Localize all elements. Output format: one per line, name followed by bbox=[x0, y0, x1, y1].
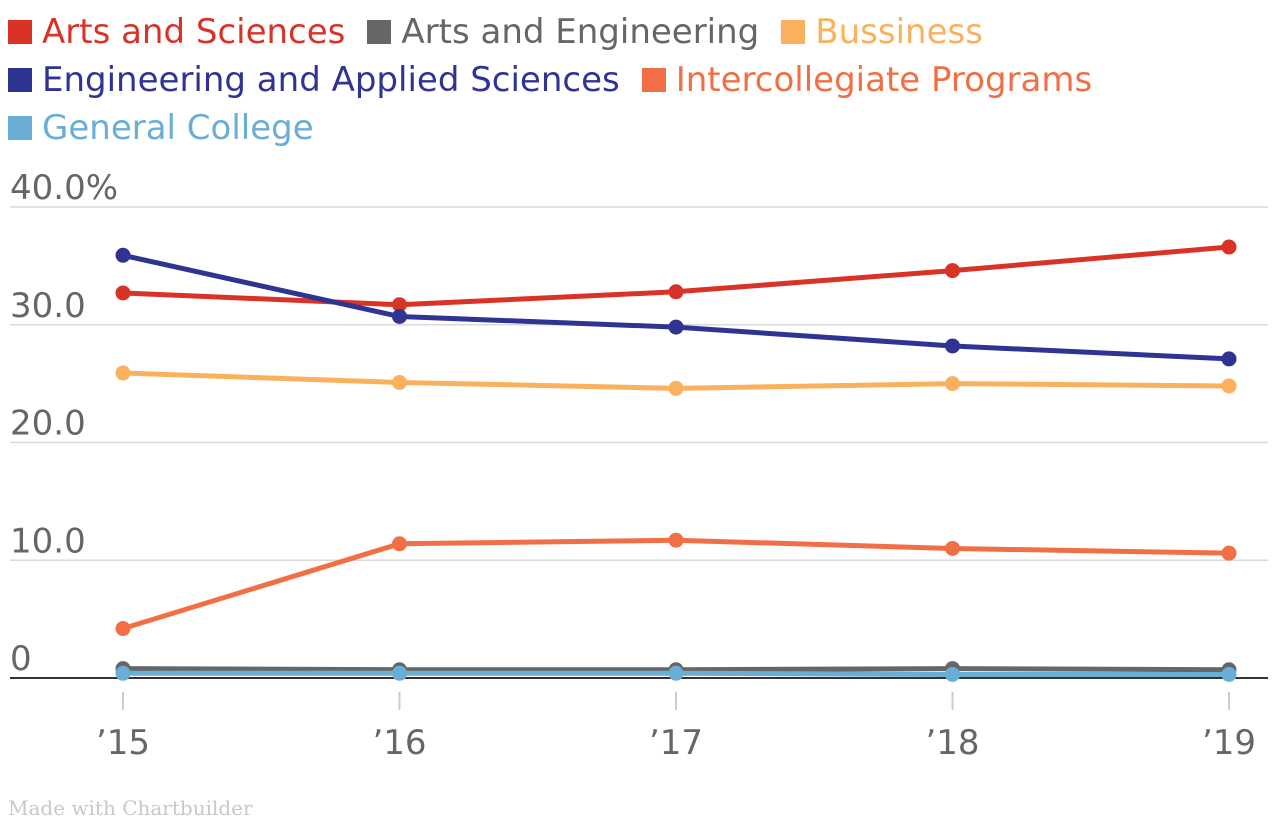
y-axis-ticks: 0 10.0 20.0 30.0 40.0% bbox=[10, 168, 118, 679]
data-point bbox=[1221, 378, 1237, 394]
series-engineering-and-applied-sciences bbox=[115, 247, 1237, 367]
data-point bbox=[115, 365, 131, 381]
series-intercollegiate-programs bbox=[115, 532, 1237, 637]
x-tick-label: ’19 bbox=[1202, 723, 1256, 763]
data-point bbox=[668, 284, 684, 300]
y-tick-label: 30.0 bbox=[10, 286, 86, 326]
legend-item-general-college: General College bbox=[8, 108, 314, 148]
data-point bbox=[945, 376, 960, 392]
legend-label: Arts and Engineering bbox=[401, 12, 760, 52]
data-point bbox=[945, 338, 960, 354]
legend-item-engineering-and-applied-sciences: Engineering and Applied Sciences bbox=[8, 60, 620, 100]
y-tick-label: 20.0 bbox=[10, 404, 86, 444]
data-point bbox=[668, 532, 684, 548]
data-point bbox=[392, 297, 407, 313]
legend-swatch bbox=[781, 20, 806, 44]
x-tick-label: ’18 bbox=[925, 723, 979, 763]
legend-swatch bbox=[367, 20, 392, 44]
data-point bbox=[392, 374, 407, 390]
y-tick-label: 0 bbox=[10, 639, 32, 679]
legend-swatch bbox=[641, 68, 666, 92]
data-point bbox=[668, 319, 684, 335]
x-axis-ticks: ’15 ’16 ’17 ’18 ’19 bbox=[96, 692, 1256, 763]
data-point bbox=[945, 666, 960, 682]
series-general-college bbox=[115, 665, 1237, 682]
data-point bbox=[392, 536, 407, 552]
legend-row: Engineering and Applied Sciences Intercol… bbox=[8, 56, 1268, 104]
y-tick-label: 40.0% bbox=[10, 168, 118, 208]
chart-legend: Arts and Sciences Arts and Engineering Bus… bbox=[8, 8, 1268, 152]
legend-label: Engineering and Applied Sciences bbox=[42, 60, 620, 100]
data-point bbox=[392, 665, 407, 681]
legend-label: Bussiness bbox=[815, 12, 983, 52]
legend-swatch bbox=[8, 116, 32, 140]
data-point bbox=[668, 380, 684, 396]
x-tick-label: ’16 bbox=[372, 723, 426, 763]
data-point bbox=[668, 665, 684, 681]
y-tick-label: 10.0 bbox=[10, 521, 86, 561]
legend-item-intercollegiate-programs: Intercollegiate Programs bbox=[641, 60, 1093, 100]
legend-item-arts-and-sciences: Arts and Sciences bbox=[8, 12, 345, 52]
legend-label: Arts and Sciences bbox=[42, 12, 346, 52]
legend-swatch bbox=[8, 68, 32, 92]
series-line bbox=[120, 537, 1232, 632]
data-point bbox=[392, 309, 407, 325]
data-point bbox=[1221, 239, 1237, 255]
x-tick-label: ’17 bbox=[649, 723, 703, 763]
chart-credit: Made with Chartbuilder bbox=[8, 796, 253, 820]
legend-row: General College bbox=[8, 104, 1268, 152]
legend-item-bussiness: Bussiness bbox=[781, 12, 983, 52]
data-point bbox=[945, 540, 960, 556]
series-bussiness bbox=[115, 365, 1237, 396]
data-point bbox=[1221, 351, 1237, 367]
x-tick-label: ’15 bbox=[96, 723, 150, 763]
data-point bbox=[1221, 666, 1237, 682]
data-point bbox=[115, 621, 131, 637]
data-point bbox=[1221, 545, 1237, 561]
data-point bbox=[115, 665, 131, 681]
series-line bbox=[120, 252, 1232, 362]
legend-row: Arts and Sciences Arts and Engineering Bus… bbox=[8, 8, 1268, 56]
legend-label: Intercollegiate Programs bbox=[675, 60, 1093, 100]
data-point bbox=[115, 285, 131, 301]
legend-label: General College bbox=[42, 108, 314, 148]
data-point bbox=[115, 247, 131, 263]
legend-item-arts-and-engineering: Arts and Engineering bbox=[367, 12, 759, 52]
data-point bbox=[945, 263, 960, 279]
legend-swatch bbox=[8, 20, 32, 44]
series-lines bbox=[115, 239, 1237, 682]
series-arts-and-sciences bbox=[115, 239, 1237, 313]
